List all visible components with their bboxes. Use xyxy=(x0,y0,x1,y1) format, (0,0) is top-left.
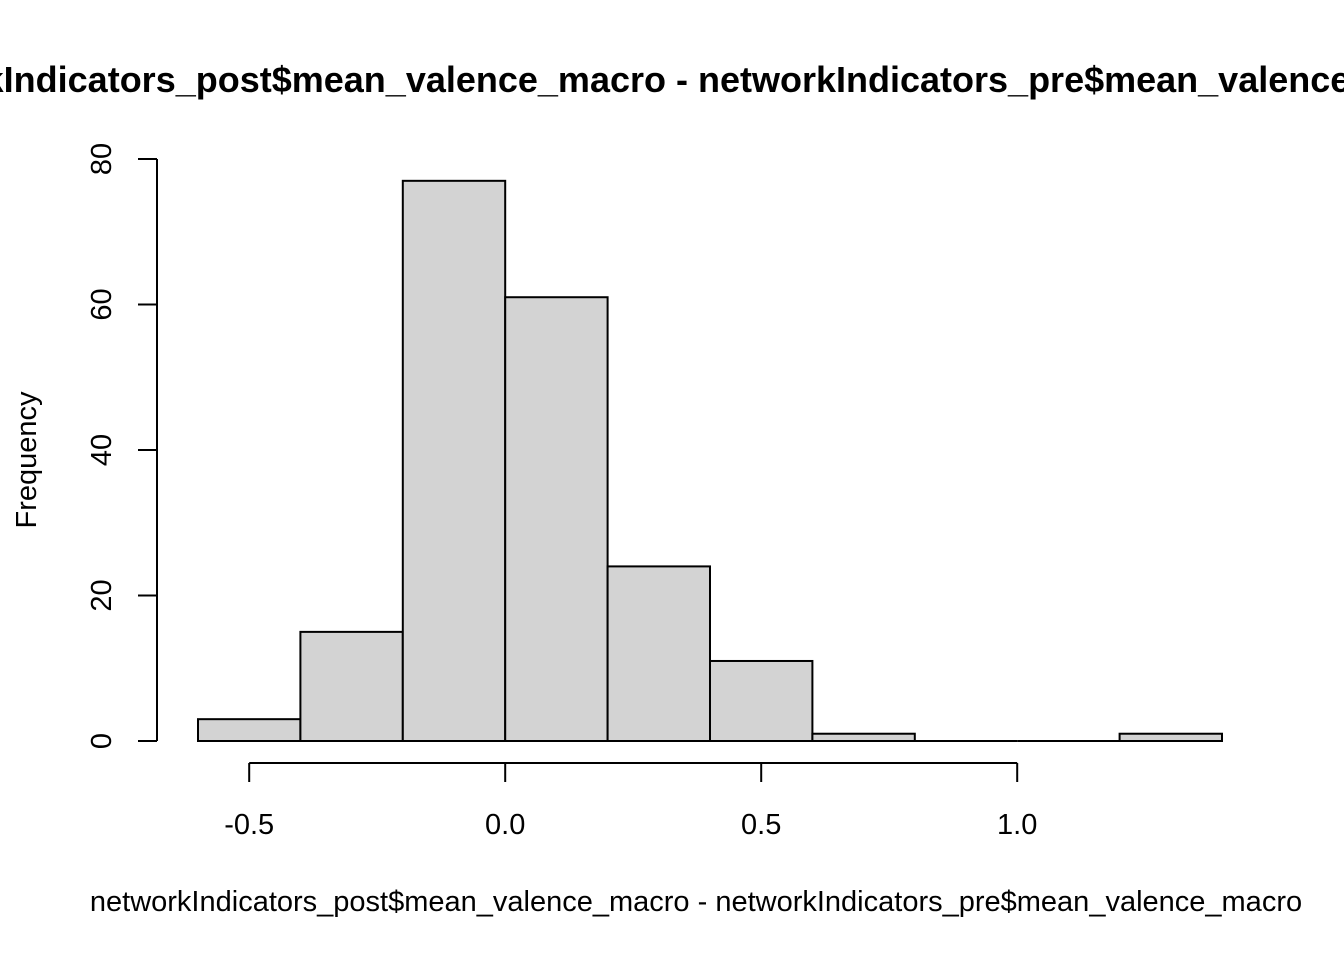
histogram-bar-5 xyxy=(709,659,814,742)
histogram-bar-3 xyxy=(504,296,609,742)
histogram-bar-9 xyxy=(1118,732,1223,742)
y-tick-label-3: 60 xyxy=(86,288,118,320)
y-tick-label-1: 20 xyxy=(86,579,118,611)
y-tick-label-4: 80 xyxy=(86,143,118,175)
histogram-bar-2 xyxy=(401,179,507,742)
chart-title: networkIndicators_post$mean_valence_macr… xyxy=(0,59,1344,100)
x-tick-label-3: 1.0 xyxy=(997,809,1037,841)
histogram-bars xyxy=(197,179,1223,743)
x-tick-label-1: 0.0 xyxy=(485,809,525,841)
y-axis: 0 20 40 60 80 xyxy=(86,143,158,749)
histogram-bar-4 xyxy=(606,565,711,743)
histogram-bar-0 xyxy=(197,718,302,742)
histogram-bar-6 xyxy=(811,732,916,742)
x-axis: -0.5 0.0 0.5 1.0 xyxy=(224,762,1037,841)
x-tick-label-0: -0.5 xyxy=(224,809,274,841)
x-axis-label: networkIndicators_post$mean_valence_macr… xyxy=(90,886,1302,918)
y-tick-label-2: 40 xyxy=(86,434,118,466)
histogram-bar-1 xyxy=(299,630,404,742)
y-axis-label: Frequency xyxy=(11,391,43,529)
y-tick-label-0: 0 xyxy=(86,733,118,749)
x-tick-label-2: 0.5 xyxy=(741,809,781,841)
